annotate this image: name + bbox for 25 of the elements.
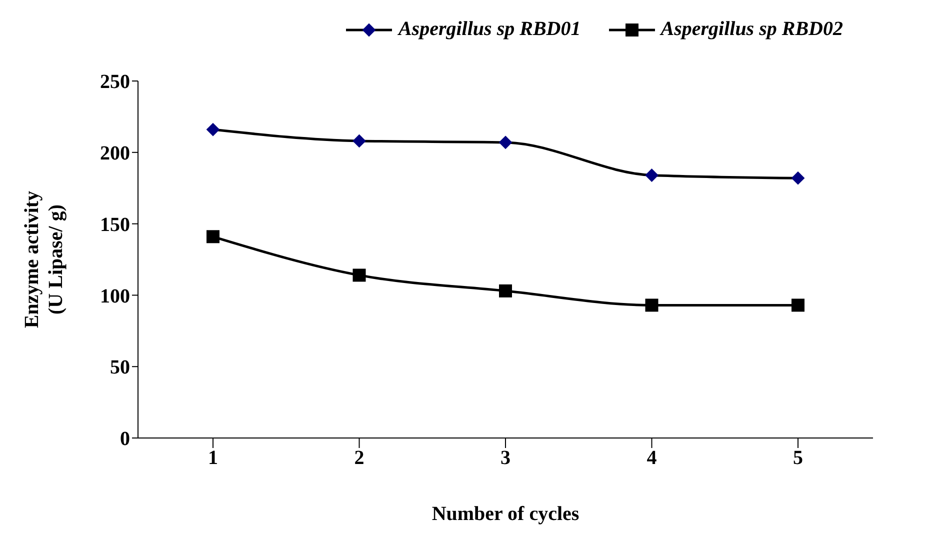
point [206, 123, 220, 136]
point [645, 168, 658, 182]
y-tick-label: 0 [120, 428, 130, 450]
point [352, 268, 366, 282]
point [352, 134, 366, 148]
y-tick-label: 250 [100, 71, 130, 94]
x-tick-label: 2 [354, 447, 364, 470]
x-axis-title: Number of cycles [432, 503, 580, 526]
point [792, 298, 804, 312]
point [499, 136, 512, 149]
point [645, 298, 658, 312]
y-tick-label: 50 [110, 356, 130, 379]
x-tick-label: 3 [500, 447, 510, 470]
y-axis-title: Enzyme activity (U Lipase/ g) [21, 190, 67, 328]
y-tick-label: 200 [100, 142, 130, 164]
y-tick-label: 150 [100, 214, 130, 236]
x-tick-label: 5 [793, 447, 803, 470]
legend-label: Aspergillus sp RBD01 [398, 18, 581, 41]
point [206, 230, 220, 244]
x-tick-label: 4 [646, 447, 657, 470]
legend-label: Aspergillus sp RBD02 [660, 18, 843, 41]
x-tick-label: 1 [208, 447, 218, 470]
point [499, 284, 512, 298]
point [792, 172, 804, 185]
y-tick-label: 100 [100, 285, 130, 308]
